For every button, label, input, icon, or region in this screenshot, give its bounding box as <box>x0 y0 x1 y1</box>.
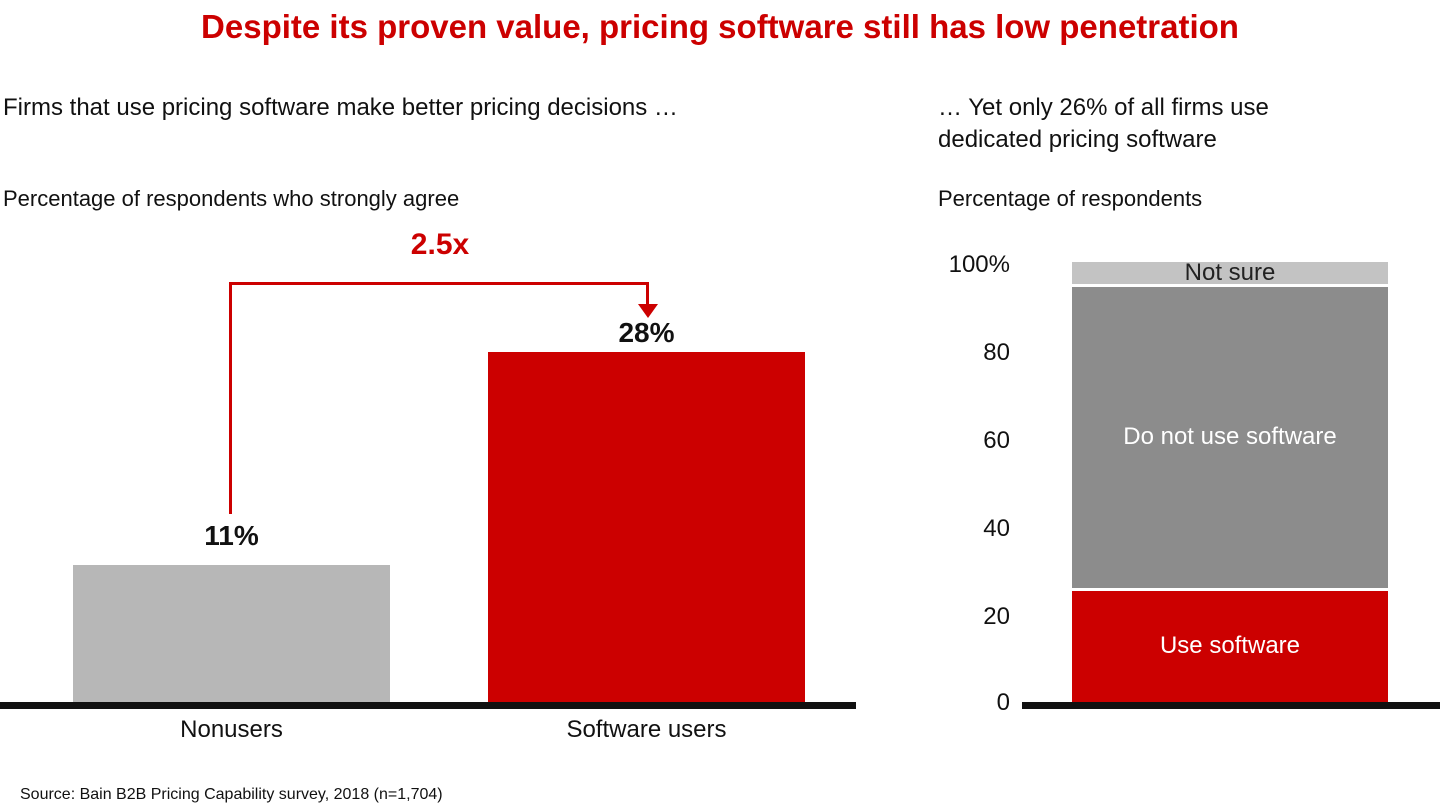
category-label-nonusers: Nonusers <box>180 716 283 743</box>
segment-do-not-use-software: Do not use software <box>1072 284 1388 588</box>
y-axis-tick-60: 60 <box>983 427 1010 454</box>
y-axis-tick-80: 80 <box>983 339 1010 366</box>
segment-not-sure: Not sure <box>1072 262 1388 284</box>
bar-value-software-users: 28% <box>618 317 675 348</box>
right-chart-x-axis <box>1022 702 1440 709</box>
multiplier-bracket-horizontal-line <box>229 282 649 285</box>
arrow-down-icon <box>638 304 658 318</box>
y-axis-tick-40: 40 <box>983 515 1010 542</box>
stacked-bar: Not sure Do not use software Use softwar… <box>1072 262 1388 702</box>
bar-nonusers <box>73 564 390 702</box>
segment-use-software: Use software <box>1072 587 1388 702</box>
source-note: Source: Bain B2B Pricing Capability surv… <box>20 786 443 803</box>
right-chart-subtitle: Percentage of respondents <box>938 186 1203 211</box>
multiplier-bracket-left-line <box>229 282 232 514</box>
left-chart-x-axis <box>0 702 856 709</box>
left-chart-subtitle: Percentage of respondents who strongly a… <box>3 186 460 211</box>
category-label-software-users: Software users <box>566 716 727 743</box>
right-chart-heading: … Yet only 26% of all firms use dedicate… <box>938 94 1269 154</box>
y-axis-tick-0: 0 <box>996 689 1010 716</box>
multiplier-label: 2.5x <box>410 228 470 261</box>
page-title: Despite its proven value, pricing softwa… <box>201 8 1239 45</box>
left-chart-heading: Firms that use pricing software make bet… <box>3 94 678 121</box>
y-axis-tick-100: 100% <box>948 251 1010 278</box>
y-axis-tick-20: 20 <box>983 603 1010 630</box>
multiplier-bracket-right-line <box>646 282 649 306</box>
bar-software-users <box>488 352 805 702</box>
bar-value-nonusers: 11% <box>204 520 259 551</box>
